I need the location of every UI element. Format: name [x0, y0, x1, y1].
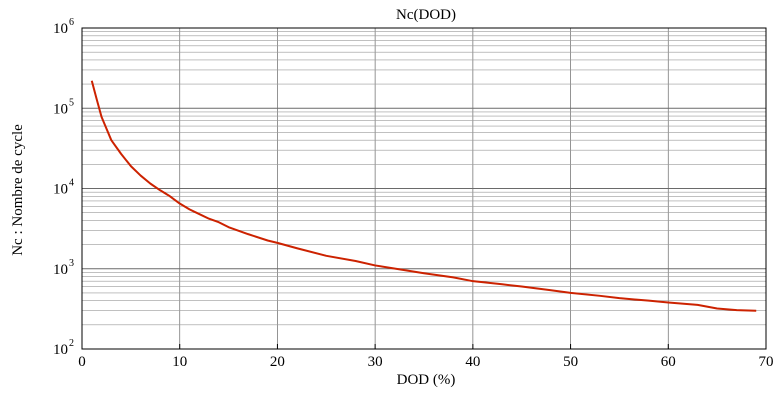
x-tick-label: 40	[465, 354, 480, 370]
y-tick-exponent: 5	[69, 97, 74, 108]
x-tick-label: 10	[172, 354, 187, 370]
x-tick-label: 20	[270, 354, 285, 370]
y-tick-exponent: 6	[69, 17, 74, 28]
y-tick-exponent: 2	[69, 338, 74, 349]
x-tick-label: 50	[563, 354, 578, 370]
series-layer	[90, 80, 757, 312]
x-axis-title: DOD (%)	[397, 372, 456, 388]
y-tick-label: 10	[53, 21, 68, 37]
y-tick-label: 10	[53, 262, 68, 278]
plot-frame	[81, 27, 767, 350]
series-line	[90, 80, 757, 312]
x-tick-label: 70	[759, 354, 774, 370]
x-tick-label: 30	[368, 354, 383, 370]
y-tick-exponent: 3	[69, 258, 74, 269]
y-tick-exponent: 4	[69, 178, 74, 189]
y-axis-title: Nc : Nombre de cycle	[10, 124, 26, 256]
y-tick-label: 10	[53, 101, 68, 117]
y-tick-label: 10	[53, 182, 68, 198]
y-tick-label: 10	[53, 342, 68, 358]
x-tick-label: 0	[78, 354, 86, 370]
grid	[81, 28, 767, 350]
chart-title: Nc(DOD)	[396, 7, 456, 23]
x-tick-label: 60	[661, 354, 676, 370]
